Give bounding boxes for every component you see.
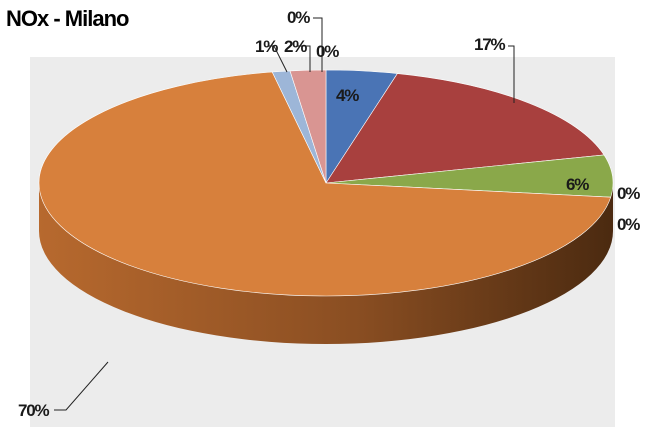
- leader-lines: [54, 17, 515, 411]
- data-label-7: 2%: [284, 37, 307, 56]
- leader-line-7: [298, 45, 311, 72]
- data-label-1: 17%: [474, 35, 506, 54]
- data-label-4: 0%: [617, 215, 640, 234]
- data-label-0: 4%: [336, 86, 359, 105]
- leader-line-6: [268, 45, 288, 73]
- data-label-5: 70%: [18, 401, 50, 420]
- data-label-6: 1%: [255, 37, 278, 56]
- data-label-8: 0%: [287, 8, 310, 27]
- leader-line-5: [54, 361, 109, 411]
- data-label-3: 0%: [617, 184, 640, 203]
- data-label-2: 6%: [566, 175, 589, 194]
- data-label-9: 0%: [316, 42, 339, 61]
- pie-slice-5: [38, 71, 612, 297]
- data-labels: 4% 17% 6% 0% 0% 70% 1% 2% 0% 0%: [18, 8, 641, 420]
- pie-slices: [38, 69, 614, 297]
- leader-line-8: [313, 17, 323, 72]
- chart-title: NOx - Milano: [6, 6, 129, 31]
- leader-line-1: [508, 45, 515, 103]
- pie-slice-1: [325, 73, 605, 184]
- pie-side-face: [39, 183, 613, 344]
- pie-slice-7: [289, 69, 327, 184]
- pie-side-wall: [39, 183, 613, 344]
